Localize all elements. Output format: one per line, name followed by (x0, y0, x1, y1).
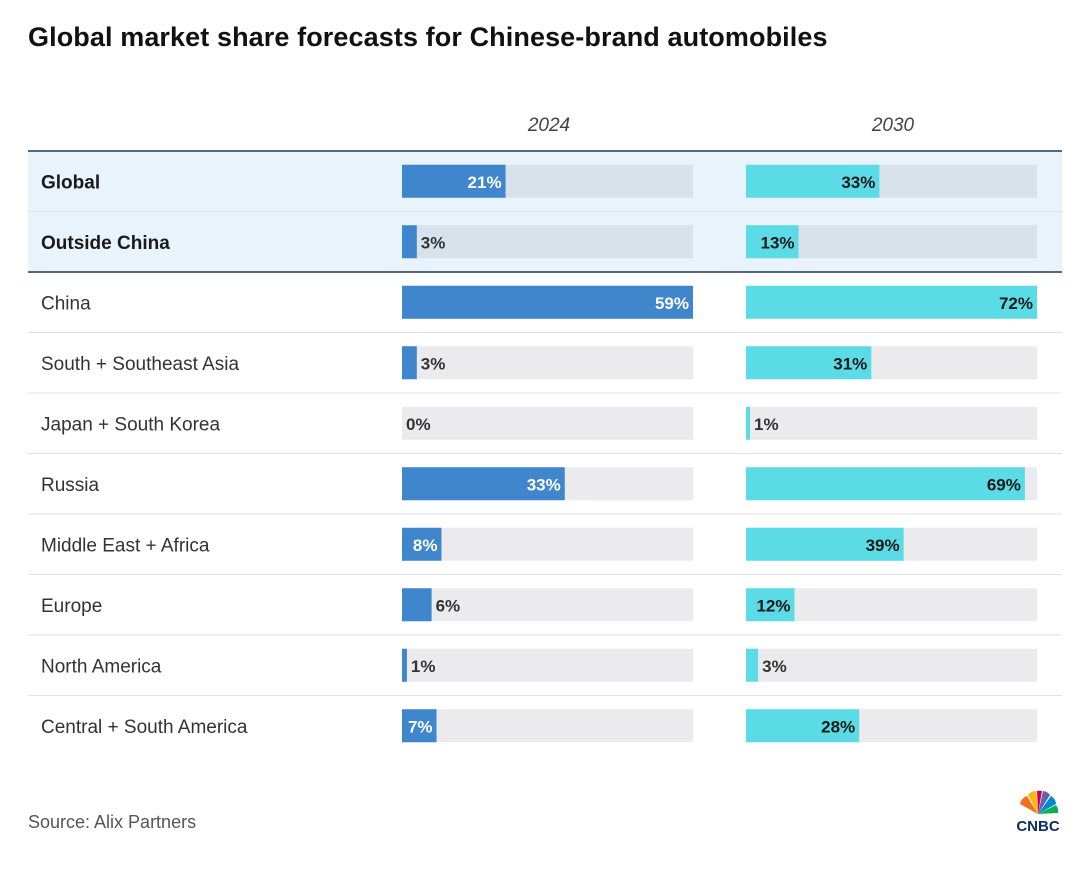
data-label-2024: 1% (411, 657, 436, 676)
row-label: South + Southeast Asia (41, 354, 239, 375)
data-label-2024: 3% (421, 354, 446, 373)
bar-2024 (402, 285, 693, 319)
data-label-2030: 1% (754, 415, 779, 434)
data-label-2024: 6% (436, 596, 461, 615)
data-label-2030: 33% (841, 173, 875, 192)
row-label: Europe (41, 596, 102, 617)
data-label-2024: 8% (413, 536, 438, 555)
chart-title: Global market share forecasts for Chines… (28, 22, 828, 52)
bar-2030 (746, 709, 860, 743)
bar-2024 (402, 467, 565, 501)
bar-2030 (746, 346, 872, 380)
bar-2024 (402, 588, 432, 622)
bar-track (402, 225, 693, 259)
bar-track (402, 709, 693, 743)
bar-track (402, 406, 693, 440)
bar-track (746, 648, 1037, 682)
row-label: Russia (41, 475, 100, 496)
data-label-2030: 72% (999, 294, 1033, 313)
bar-2030 (746, 225, 799, 259)
bar-2030 (746, 285, 1037, 319)
bar-2024 (402, 225, 417, 259)
data-label-2024: 21% (468, 173, 502, 192)
bar-2030 (746, 588, 795, 622)
bar-2024 (402, 527, 442, 561)
bar-2030 (746, 406, 751, 440)
bar-2030 (746, 164, 880, 198)
row-label: Outside China (41, 233, 170, 254)
column-header-2024: 2024 (527, 115, 570, 136)
bar-2024 (402, 648, 407, 682)
data-label-2030: 13% (761, 233, 795, 252)
data-label-2030: 12% (756, 596, 790, 615)
bar-2030 (746, 527, 904, 561)
cnbc-logo: CNBC (1016, 790, 1060, 834)
row-label: Central + South America (41, 717, 248, 738)
bar-track (746, 406, 1037, 440)
source-note: Source: Alix Partners (28, 812, 197, 832)
data-label-2030: 31% (833, 354, 867, 373)
bar-track (402, 588, 693, 622)
bar-2030 (746, 467, 1025, 501)
bar-2030 (746, 648, 759, 682)
data-label-2024: 33% (527, 475, 561, 494)
row-label: Global (41, 172, 100, 193)
bar-2024 (402, 164, 506, 198)
column-header-2030: 2030 (871, 115, 915, 136)
data-label-2024: 0% (406, 415, 431, 434)
data-label-2024: 7% (408, 717, 433, 736)
data-label-2024: 3% (421, 233, 446, 252)
row-label: Japan + South Korea (41, 414, 220, 435)
data-label-2030: 69% (987, 475, 1021, 494)
bar-2024 (402, 709, 437, 743)
data-label-2030: 28% (821, 717, 855, 736)
bar-2024 (402, 346, 417, 380)
data-label-2024: 59% (655, 294, 689, 313)
logo-text: CNBC (1016, 818, 1059, 834)
bar-track (402, 648, 693, 682)
row-label: North America (41, 656, 162, 677)
bar-track (402, 527, 693, 561)
data-label-2030: 3% (762, 657, 787, 676)
data-label-2030: 39% (866, 536, 900, 555)
row-label: Middle East + Africa (41, 535, 210, 556)
bar-track (402, 346, 693, 380)
row-label: China (41, 293, 91, 314)
peacock-icon (1020, 790, 1059, 814)
